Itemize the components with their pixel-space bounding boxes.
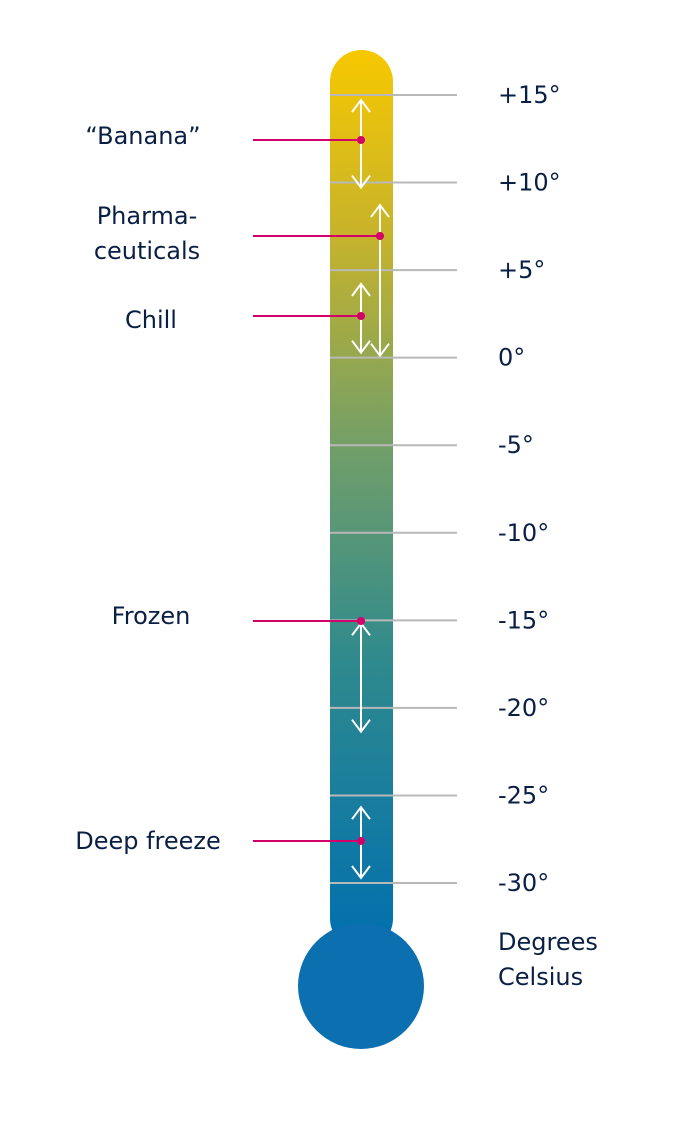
range-connector-dot	[357, 837, 365, 845]
range-arrowhead-down	[351, 340, 371, 355]
tick-label: -30°	[498, 869, 549, 897]
scale-ticks: +15° +10° +5° 0° -5° -10° -15° -20° -25° -30°	[330, 81, 561, 897]
range-arrowhead-down	[351, 865, 371, 880]
tick-label: +10°	[498, 169, 561, 197]
range-label: Pharma-	[97, 202, 198, 230]
range-banana: “Banana”	[85, 98, 371, 190]
range-label: “Banana”	[85, 122, 200, 150]
thermometer-bulb	[298, 923, 424, 1049]
range-label: Frozen	[112, 602, 191, 630]
range-arrowhead-down	[370, 343, 390, 358]
range-frozen: Frozen	[112, 602, 371, 734]
tick-label: +15°	[498, 81, 561, 109]
range-arrowhead-up	[351, 282, 371, 297]
unit-label-line-2: Celsius	[498, 963, 583, 991]
range-connector-dot	[376, 232, 384, 240]
range-arrowhead-up	[370, 203, 390, 218]
tick-label: -5°	[498, 431, 534, 459]
range-connector-dot	[357, 312, 365, 320]
range-deep-freeze: Deep freeze	[75, 805, 371, 880]
thermometer-tube	[330, 50, 393, 950]
range-connector-dot	[357, 136, 365, 144]
temperature-ranges: “Banana”Pharma-ceuticalsChillFrozenDeep …	[75, 98, 390, 880]
range-chill: Chill	[125, 282, 371, 355]
tick-label: +5°	[498, 256, 545, 284]
range-arrowhead-down	[351, 174, 371, 190]
range-pharmaceuticals: Pharma-ceuticals	[94, 202, 390, 358]
tick-label: -10°	[498, 519, 549, 547]
tick-label: -20°	[498, 694, 549, 722]
range-arrowhead-up	[351, 98, 371, 113]
range-label: Chill	[125, 306, 177, 334]
tick-label: 0°	[498, 344, 525, 372]
unit-label: Degrees	[498, 928, 598, 956]
range-label: ceuticals	[94, 237, 200, 265]
range-label: Deep freeze	[75, 827, 221, 855]
range-arrowhead-up	[351, 805, 371, 820]
range-arrowhead-down	[351, 719, 371, 734]
tick-label: -25°	[498, 781, 549, 809]
tick-label: -15°	[498, 606, 549, 634]
range-connector-dot	[357, 617, 365, 625]
